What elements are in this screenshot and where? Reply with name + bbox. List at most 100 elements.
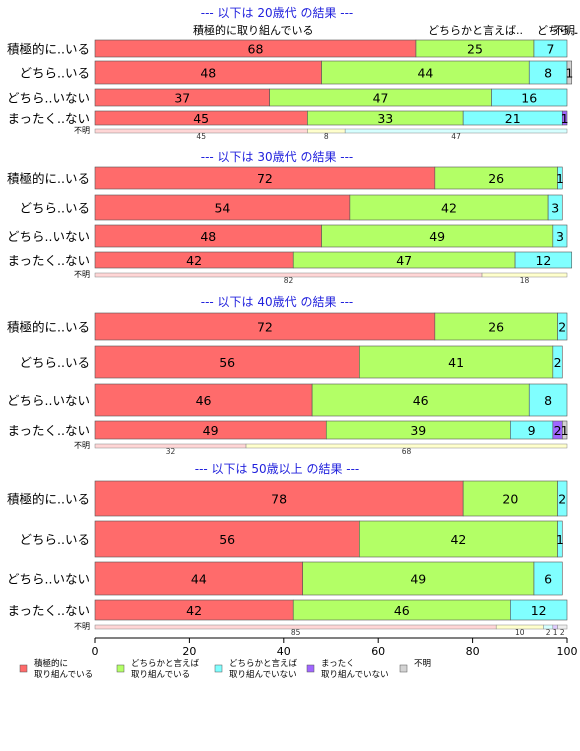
bar-value-label: 21: [505, 111, 521, 126]
bar-value-label: 46: [196, 393, 212, 408]
header-label: 不明.: [553, 24, 579, 37]
bar-segment: [359, 345, 554, 379]
header-label: どちらかと言えば..: [428, 24, 523, 37]
bar-value-label: 25: [467, 42, 483, 57]
row-label: どちら..いる: [20, 201, 90, 216]
bar-value-label: 1: [565, 66, 573, 81]
unknown-value-label: 82: [284, 276, 294, 285]
bar-value-label: 44: [191, 572, 207, 587]
bar-segment: [533, 39, 568, 58]
bar-segment: [557, 480, 568, 517]
bar-value-label: 16: [521, 91, 537, 106]
bar-segment: [552, 224, 568, 248]
row-label: まったく..ない: [8, 603, 90, 618]
bar-value-label: 1: [556, 171, 564, 186]
legend-label: 積極的に: [34, 658, 68, 669]
bar-value-label: 47: [396, 253, 412, 268]
bar-segment: [94, 383, 313, 417]
bar-value-label: 42: [186, 603, 202, 618]
legend-label: 不明: [414, 659, 431, 669]
legend-label: どちらかと言えば: [229, 658, 298, 669]
bar-value-label: 54: [214, 201, 230, 216]
panel-title: --- 以下は 30歳代 の結果 ---: [201, 150, 354, 164]
bar-segment: [94, 312, 436, 341]
header-label: どちら..: [537, 24, 577, 37]
bar-value-label: 2: [554, 423, 562, 438]
row-label: どちら..いない: [7, 393, 90, 408]
legend-swatch: [214, 664, 223, 673]
bar-value-label: 68: [248, 42, 264, 57]
bar-segment: [528, 383, 568, 417]
unknown-row-label: 不明: [74, 441, 90, 450]
bar-value-label: 78: [271, 492, 287, 507]
bar-value-label: 46: [394, 603, 410, 618]
bar-value-label: 1: [561, 423, 569, 438]
bar-value-label: 39: [410, 423, 426, 438]
bar-value-label: 8: [544, 66, 552, 81]
bar-segment: [561, 420, 568, 440]
unknown-value-label: 18: [520, 276, 530, 285]
x-tick-label: 20: [182, 645, 196, 658]
bar-segment: [462, 480, 558, 517]
bar-segment: [311, 383, 530, 417]
unknown-value-label: 47: [451, 132, 461, 141]
panel-title: --- 以下は 50歳以上 の結果 ---: [195, 462, 360, 476]
unknown-row-label: 不明: [74, 126, 90, 135]
unknown-value-label: 8: [324, 132, 329, 141]
row-label: どちら..いない: [7, 91, 90, 106]
bar-value-label: 2: [554, 355, 562, 370]
row-label: どちら..いる: [20, 355, 90, 370]
bar-value-label: 56: [219, 532, 235, 547]
row-label: 積極的に..いる: [7, 42, 90, 57]
bar-value-label: 2: [558, 492, 566, 507]
legend-label: 取り組んでいない: [229, 669, 297, 680]
bar-segment: [94, 480, 464, 517]
unknown-segment: [344, 128, 568, 134]
bar-value-label: 48: [200, 66, 216, 81]
legend-swatch: [399, 664, 408, 673]
row-label: どちら..いる: [20, 66, 90, 81]
bar-value-label: 9: [528, 423, 536, 438]
x-tick-label: 40: [277, 645, 291, 658]
unknown-row-label: 不明: [74, 622, 90, 631]
bar-segment: [434, 312, 558, 341]
bar-segment: [561, 110, 568, 126]
bar-segment: [94, 520, 360, 558]
bar-segment: [510, 599, 568, 621]
bar-value-label: 44: [417, 66, 433, 81]
bar-value-label: 2: [558, 320, 566, 335]
bar-value-label: 42: [441, 201, 457, 216]
bar-segment: [557, 166, 563, 190]
bar-segment: [557, 312, 568, 341]
bar-value-label: 26: [488, 320, 504, 335]
row-label: どちら..いない: [7, 229, 90, 244]
bar-segment: [94, 561, 303, 596]
bar-value-label: 8: [544, 393, 552, 408]
panel-title: --- 以下は 40歳代 の結果 ---: [201, 295, 354, 309]
bar-value-label: 49: [203, 423, 219, 438]
legend-label: 取り組んでいる: [131, 669, 190, 680]
bar-value-label: 12: [531, 603, 547, 618]
bar-value-label: 48: [200, 229, 216, 244]
bar-value-label: 3: [551, 201, 559, 216]
bar-segment: [557, 520, 563, 558]
x-tick-label: 80: [466, 645, 480, 658]
bar-value-label: 1: [561, 111, 569, 126]
row-label: どちら..いる: [20, 532, 90, 547]
panel-title: --- 以下は 20歳代 の結果 ---: [201, 6, 354, 20]
bar-value-label: 37: [174, 91, 190, 106]
unknown-value-label: 10: [515, 628, 525, 637]
unknown-value-label: 45: [196, 132, 206, 141]
unknown-value-label: 85: [291, 628, 301, 637]
bar-value-label: 20: [502, 492, 518, 507]
bar-value-label: 49: [429, 229, 445, 244]
row-label: 積極的に..いる: [7, 171, 90, 186]
bar-value-label: 56: [219, 355, 235, 370]
unknown-segment: [557, 624, 568, 630]
bar-segment: [514, 251, 573, 269]
unknown-row-label: 不明: [74, 270, 90, 279]
bar-value-label: 42: [450, 532, 466, 547]
legend-label: どちらかと言えば: [131, 658, 200, 669]
legend-swatch: [306, 664, 315, 673]
